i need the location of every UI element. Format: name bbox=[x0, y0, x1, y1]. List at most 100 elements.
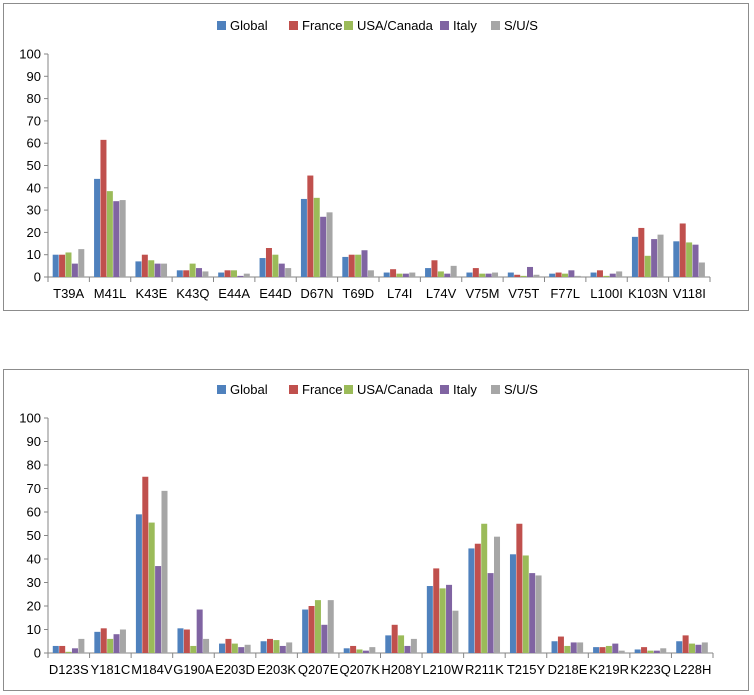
bar-usa-canada-l74i bbox=[396, 273, 403, 277]
bar-usa-canada-d218e bbox=[564, 645, 571, 653]
bar-s-u-s-l74i bbox=[409, 272, 416, 277]
bar-s-u-s-k219r bbox=[618, 650, 625, 653]
bar-usa-canada-e44a bbox=[230, 270, 237, 277]
bar-usa-canada-r211k bbox=[481, 523, 488, 653]
legend: Global France USA/Canada Italy S/U/S bbox=[217, 18, 538, 33]
x-tick-label-v118i: V118I bbox=[673, 286, 706, 301]
bar-s-u-s-v118i bbox=[698, 262, 705, 277]
bar-global-v75m bbox=[466, 272, 473, 277]
bar-s-u-s-e44d bbox=[285, 268, 292, 277]
bar-france-d123s bbox=[59, 645, 66, 653]
legend-label-italy: Italy bbox=[453, 382, 477, 397]
bar-s-u-s-k43q bbox=[202, 271, 209, 277]
bar-global-g190a bbox=[177, 628, 184, 653]
bar-italy-k43e bbox=[154, 263, 161, 277]
bar-italy-e203k bbox=[279, 645, 286, 653]
x-tick-label-g190a: G190A bbox=[173, 662, 214, 677]
bar-italy-k223q bbox=[653, 650, 660, 653]
x-tick-label-f77l: F77L bbox=[550, 286, 580, 301]
x-tick-label-d123s: D123S bbox=[49, 662, 89, 677]
bar-italy-l100i bbox=[609, 273, 616, 277]
legend-label-global: Global bbox=[230, 382, 268, 397]
bar-s-u-s-d123s bbox=[78, 638, 85, 653]
bar-global-l228h bbox=[676, 641, 683, 653]
bar-usa-canada-e203k bbox=[273, 640, 280, 653]
bar-s-u-s-e203k bbox=[286, 642, 293, 653]
bar-s-u-s-m184v bbox=[161, 490, 168, 653]
bar-s-u-s-k103n bbox=[657, 234, 664, 277]
bar-global-e44d bbox=[259, 258, 266, 277]
bar-france-e44d bbox=[265, 248, 272, 277]
x-tick-label-e203k: E203K bbox=[257, 662, 296, 677]
bar-global-h208y bbox=[385, 635, 392, 653]
x-tick-label-k43e: K43E bbox=[136, 286, 168, 301]
legend-swatch-usa-canada bbox=[344, 385, 353, 394]
bar-s-u-s-m41l bbox=[119, 200, 126, 277]
bar-italy-f77l bbox=[568, 270, 575, 277]
bar-usa-canada-m41l bbox=[106, 191, 113, 277]
y-tick-label-10: 10 bbox=[27, 622, 41, 637]
y-tick-label-50: 50 bbox=[27, 528, 41, 543]
x-tick-label-v75m: V75M bbox=[465, 286, 499, 301]
bar-france-v118i bbox=[679, 223, 686, 277]
bar-france-q207e bbox=[308, 606, 315, 653]
y-tick-label-10: 10 bbox=[27, 247, 41, 262]
bar-usa-canada-t39a bbox=[65, 252, 72, 277]
bar-s-u-s-g190a bbox=[203, 638, 210, 653]
bar-global-e203d bbox=[219, 643, 226, 653]
bar-italy-t39a bbox=[71, 263, 78, 277]
bar-france-m184v bbox=[142, 476, 149, 653]
bar-usa-canada-d123s bbox=[65, 651, 72, 653]
legend-swatch-s-u-s bbox=[491, 21, 500, 30]
y-tick-label-100: 100 bbox=[19, 411, 41, 426]
bar-italy-m184v bbox=[155, 566, 162, 653]
bar-france-g190a bbox=[183, 629, 190, 653]
bar-italy-y181c bbox=[113, 634, 120, 653]
bar-usa-canada-v75m bbox=[479, 273, 486, 277]
bar-usa-canada-v118i bbox=[686, 242, 693, 277]
bar-france-t39a bbox=[59, 254, 66, 277]
bar-usa-canada-l100i bbox=[603, 275, 610, 277]
legend-label-italy: Italy bbox=[453, 18, 477, 33]
bar-global-k223q bbox=[634, 649, 641, 653]
bar-italy-t69d bbox=[361, 250, 368, 277]
bar-global-r211k bbox=[468, 548, 475, 653]
bar-usa-canada-k43q bbox=[189, 263, 196, 277]
bar-france-d218e bbox=[557, 636, 564, 653]
bar-usa-canada-t215y bbox=[522, 555, 529, 653]
y-tick-label-30: 30 bbox=[27, 575, 41, 590]
bar-global-t69d bbox=[342, 256, 349, 277]
y-tick-label-60: 60 bbox=[27, 505, 41, 520]
x-tick-label-m184v: M184V bbox=[131, 662, 173, 677]
bar-s-u-s-v75m bbox=[492, 272, 499, 277]
bar-s-u-s-y181c bbox=[119, 629, 126, 653]
bar-italy-g190a bbox=[196, 609, 203, 653]
chart-panel-top: Global France USA/Canada Italy S/U/S 0 10 20 30 4… bbox=[3, 3, 749, 311]
bar-usa-canada-y181c bbox=[107, 638, 114, 653]
legend-label-global: Global bbox=[230, 18, 268, 33]
bar-italy-m41l bbox=[113, 201, 120, 277]
bar-global-t39a bbox=[52, 254, 59, 277]
y-tick-label-100: 100 bbox=[19, 47, 41, 62]
x-tick-label-y181c: Y181C bbox=[90, 662, 130, 677]
bar-global-q207k bbox=[343, 648, 350, 653]
bar-global-d123s bbox=[52, 645, 59, 653]
bar-global-e44a bbox=[218, 272, 225, 277]
bar-usa-canada-l74v bbox=[437, 271, 444, 277]
bar-s-u-s-l228h bbox=[701, 642, 708, 653]
bar-global-y181c bbox=[94, 631, 101, 653]
bar-france-v75m bbox=[472, 268, 479, 277]
bar-france-q207k bbox=[350, 645, 357, 653]
x-tick-label-h208y: H208Y bbox=[381, 662, 421, 677]
bar-usa-canada-k219r bbox=[605, 645, 612, 653]
bar-france-v75t bbox=[514, 274, 521, 277]
bar-france-e203k bbox=[266, 638, 273, 653]
x-tick-label-r211k: R211K bbox=[465, 662, 504, 677]
bar-s-u-s-q207e bbox=[327, 600, 334, 653]
bar-france-l74i bbox=[390, 269, 397, 277]
bar-global-v75t bbox=[507, 272, 514, 277]
legend: Global France USA/Canada Italy S/U/S bbox=[217, 382, 538, 397]
bar-usa-canada-v75t bbox=[520, 275, 527, 277]
x-tick-label-k103n: K103N bbox=[628, 286, 668, 301]
bar-s-u-s-q207k bbox=[369, 647, 376, 653]
